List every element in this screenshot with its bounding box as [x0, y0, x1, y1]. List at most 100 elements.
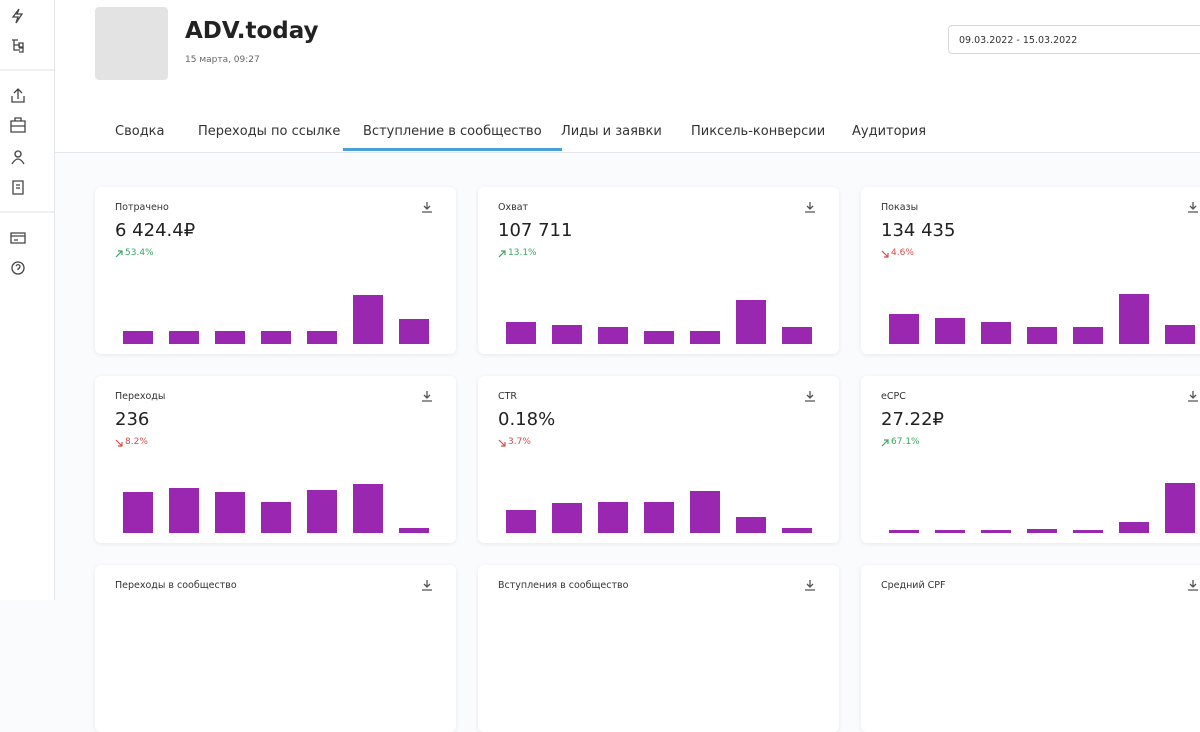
- bar: [782, 528, 812, 533]
- date-range-input[interactable]: 09.03.2022 - 15.03.2022: [948, 25, 1200, 54]
- bar: [690, 491, 720, 533]
- metric-card: eCPC 27.22₽ 67.1%: [861, 376, 1200, 543]
- bar: [736, 517, 766, 533]
- icon-tree[interactable]: [12, 39, 24, 53]
- page: ADV.today 15 марта, 09:27 09.03.2022 - 1…: [0, 0, 1200, 600]
- icon-help[interactable]: [11, 261, 25, 275]
- tab[interactable]: Вступление в сообщество: [363, 124, 542, 139]
- metric-card: Переходы 236 8.2%: [95, 376, 456, 543]
- bar: [399, 319, 429, 344]
- download-icon[interactable]: [804, 201, 816, 213]
- card-title: CTR: [498, 391, 518, 402]
- metric-card: Потрачено 6 424.4₽ 53.4%: [95, 187, 456, 354]
- bar: [1073, 530, 1103, 533]
- sidebar: [0, 0, 55, 600]
- bar: [981, 322, 1011, 344]
- sidebar-icons: [0, 8, 54, 275]
- tab[interactable]: Лиды и заявки: [561, 124, 662, 139]
- tab[interactable]: Переходы по ссылке: [198, 124, 341, 139]
- bar: [552, 325, 582, 344]
- bar: [1027, 327, 1057, 344]
- active-tab-underline: [343, 148, 562, 151]
- page-subtitle: 15 марта, 09:27: [185, 55, 260, 65]
- bar: [736, 300, 766, 344]
- tab[interactable]: Аудитория: [852, 124, 927, 139]
- bar: [935, 318, 965, 344]
- card-title: Показы: [881, 202, 919, 213]
- card-title: eCPC: [881, 391, 906, 402]
- metric-card: Переходы в сообщество: [95, 565, 456, 732]
- card-change: 3.7%: [498, 437, 531, 447]
- trend-arrow: [115, 439, 123, 447]
- metric-card: CTR 0.18% 3.7%: [478, 376, 839, 543]
- download-icon[interactable]: [421, 579, 433, 591]
- bar: [935, 530, 965, 533]
- icon-doc[interactable]: [12, 180, 24, 195]
- bar: [353, 484, 383, 533]
- card-title: Переходы в сообщество: [115, 580, 237, 591]
- metric-card: Показы 134 435 4.6%: [861, 187, 1200, 354]
- bar: [506, 510, 536, 533]
- card-title: Вступления в сообщество: [498, 580, 629, 591]
- page-title: ADV.today: [185, 18, 319, 44]
- bar: [123, 331, 153, 344]
- download-icon[interactable]: [1187, 390, 1199, 402]
- card-value: 107 711: [498, 220, 573, 241]
- icon-upload[interactable]: [11, 88, 25, 103]
- trend-arrow: [498, 250, 506, 258]
- bar: [598, 502, 628, 533]
- icon-user[interactable]: [11, 150, 25, 165]
- bar: [261, 502, 291, 533]
- card-change: 53.4%: [115, 248, 154, 258]
- download-icon[interactable]: [421, 201, 433, 213]
- trend-arrow: [881, 250, 889, 258]
- card-value: 6 424.4₽: [115, 220, 196, 241]
- bar: [598, 327, 628, 344]
- metric-card: Вступления в сообщество: [478, 565, 839, 732]
- card-title: Переходы: [115, 391, 166, 402]
- card-value: 0.18%: [498, 409, 556, 430]
- card-change: 4.6%: [881, 248, 914, 258]
- download-icon[interactable]: [804, 390, 816, 402]
- bar: [1165, 483, 1195, 533]
- card-change: 8.2%: [115, 437, 148, 447]
- bar: [307, 331, 337, 344]
- bar: [506, 322, 536, 344]
- bar: [1073, 327, 1103, 344]
- icon-card[interactable]: [10, 232, 26, 244]
- card-value: 27.22₽: [881, 409, 944, 430]
- download-icon[interactable]: [421, 390, 433, 402]
- download-icon[interactable]: [1187, 201, 1199, 213]
- bar: [782, 327, 812, 344]
- bar: [399, 528, 429, 533]
- trend-arrow: [498, 439, 506, 447]
- trend-arrow: [115, 250, 123, 258]
- bar: [644, 502, 674, 533]
- tab[interactable]: Сводка: [115, 124, 165, 139]
- download-icon[interactable]: [804, 579, 816, 591]
- bar: [169, 331, 199, 344]
- bar: [307, 490, 337, 533]
- card-change: 67.1%: [881, 437, 920, 447]
- bar: [552, 503, 582, 533]
- icon-briefcase[interactable]: [10, 117, 26, 133]
- bar: [215, 492, 245, 533]
- tab[interactable]: Пиксель-конверсии: [691, 124, 826, 139]
- logo-placeholder: [95, 7, 168, 80]
- bar: [644, 331, 674, 344]
- card-title: Средний CPF: [881, 580, 946, 591]
- bar: [169, 488, 199, 533]
- icon-flash[interactable]: [11, 8, 24, 24]
- bar: [353, 295, 383, 344]
- bar: [215, 331, 245, 344]
- card-value: 236: [115, 409, 150, 430]
- metric-card: Средний CPF: [861, 565, 1200, 732]
- bar: [123, 492, 153, 533]
- card-change: 13.1%: [498, 248, 537, 258]
- icon-help-mark: [15, 263, 21, 270]
- card-title: Охват: [498, 202, 529, 213]
- card-value: 134 435: [881, 220, 956, 241]
- bar: [1027, 529, 1057, 533]
- bar: [1119, 522, 1149, 533]
- download-icon[interactable]: [1187, 579, 1199, 591]
